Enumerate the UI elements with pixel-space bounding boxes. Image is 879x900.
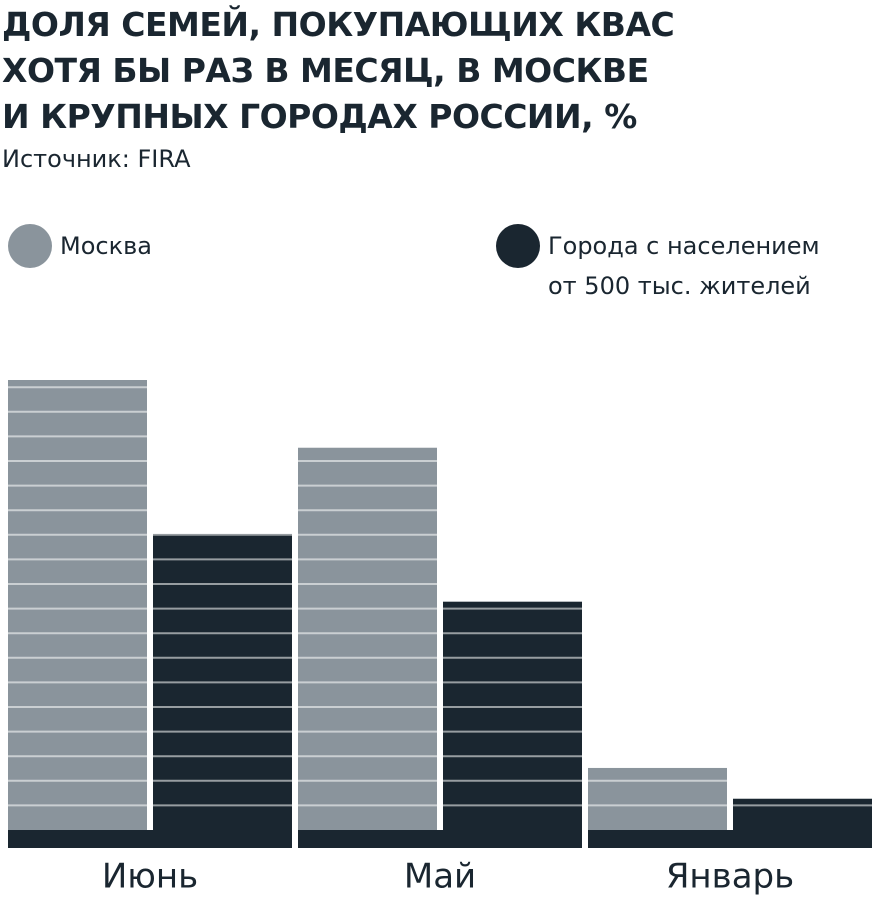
chart-subtitle: Источник: FIRA bbox=[2, 145, 191, 173]
legend-label: Москва bbox=[60, 232, 152, 260]
bar bbox=[8, 380, 147, 848]
legend-swatch bbox=[496, 224, 540, 268]
x-tick-label: Май bbox=[404, 857, 476, 897]
bar bbox=[443, 601, 582, 848]
legend-label: Города с населением от 500 тыс. жителей bbox=[548, 232, 820, 300]
base-strip bbox=[8, 830, 292, 848]
chart-title: ДОЛЯ СЕМЕЙ, ПОКУПАЮЩИХ КВАС ХОТЯ БЫ РАЗ … bbox=[2, 5, 675, 136]
x-tick-label: Июнь bbox=[102, 857, 198, 897]
x-tick-label: Январь bbox=[666, 857, 794, 897]
bar bbox=[298, 447, 437, 848]
base-strip bbox=[298, 830, 582, 848]
legend-item: Города с населением от 500 тыс. жителей bbox=[496, 224, 820, 306]
base-strip bbox=[588, 830, 872, 848]
legend-swatch bbox=[8, 224, 52, 268]
legend-item: Москва bbox=[8, 224, 152, 268]
bar bbox=[153, 533, 292, 848]
